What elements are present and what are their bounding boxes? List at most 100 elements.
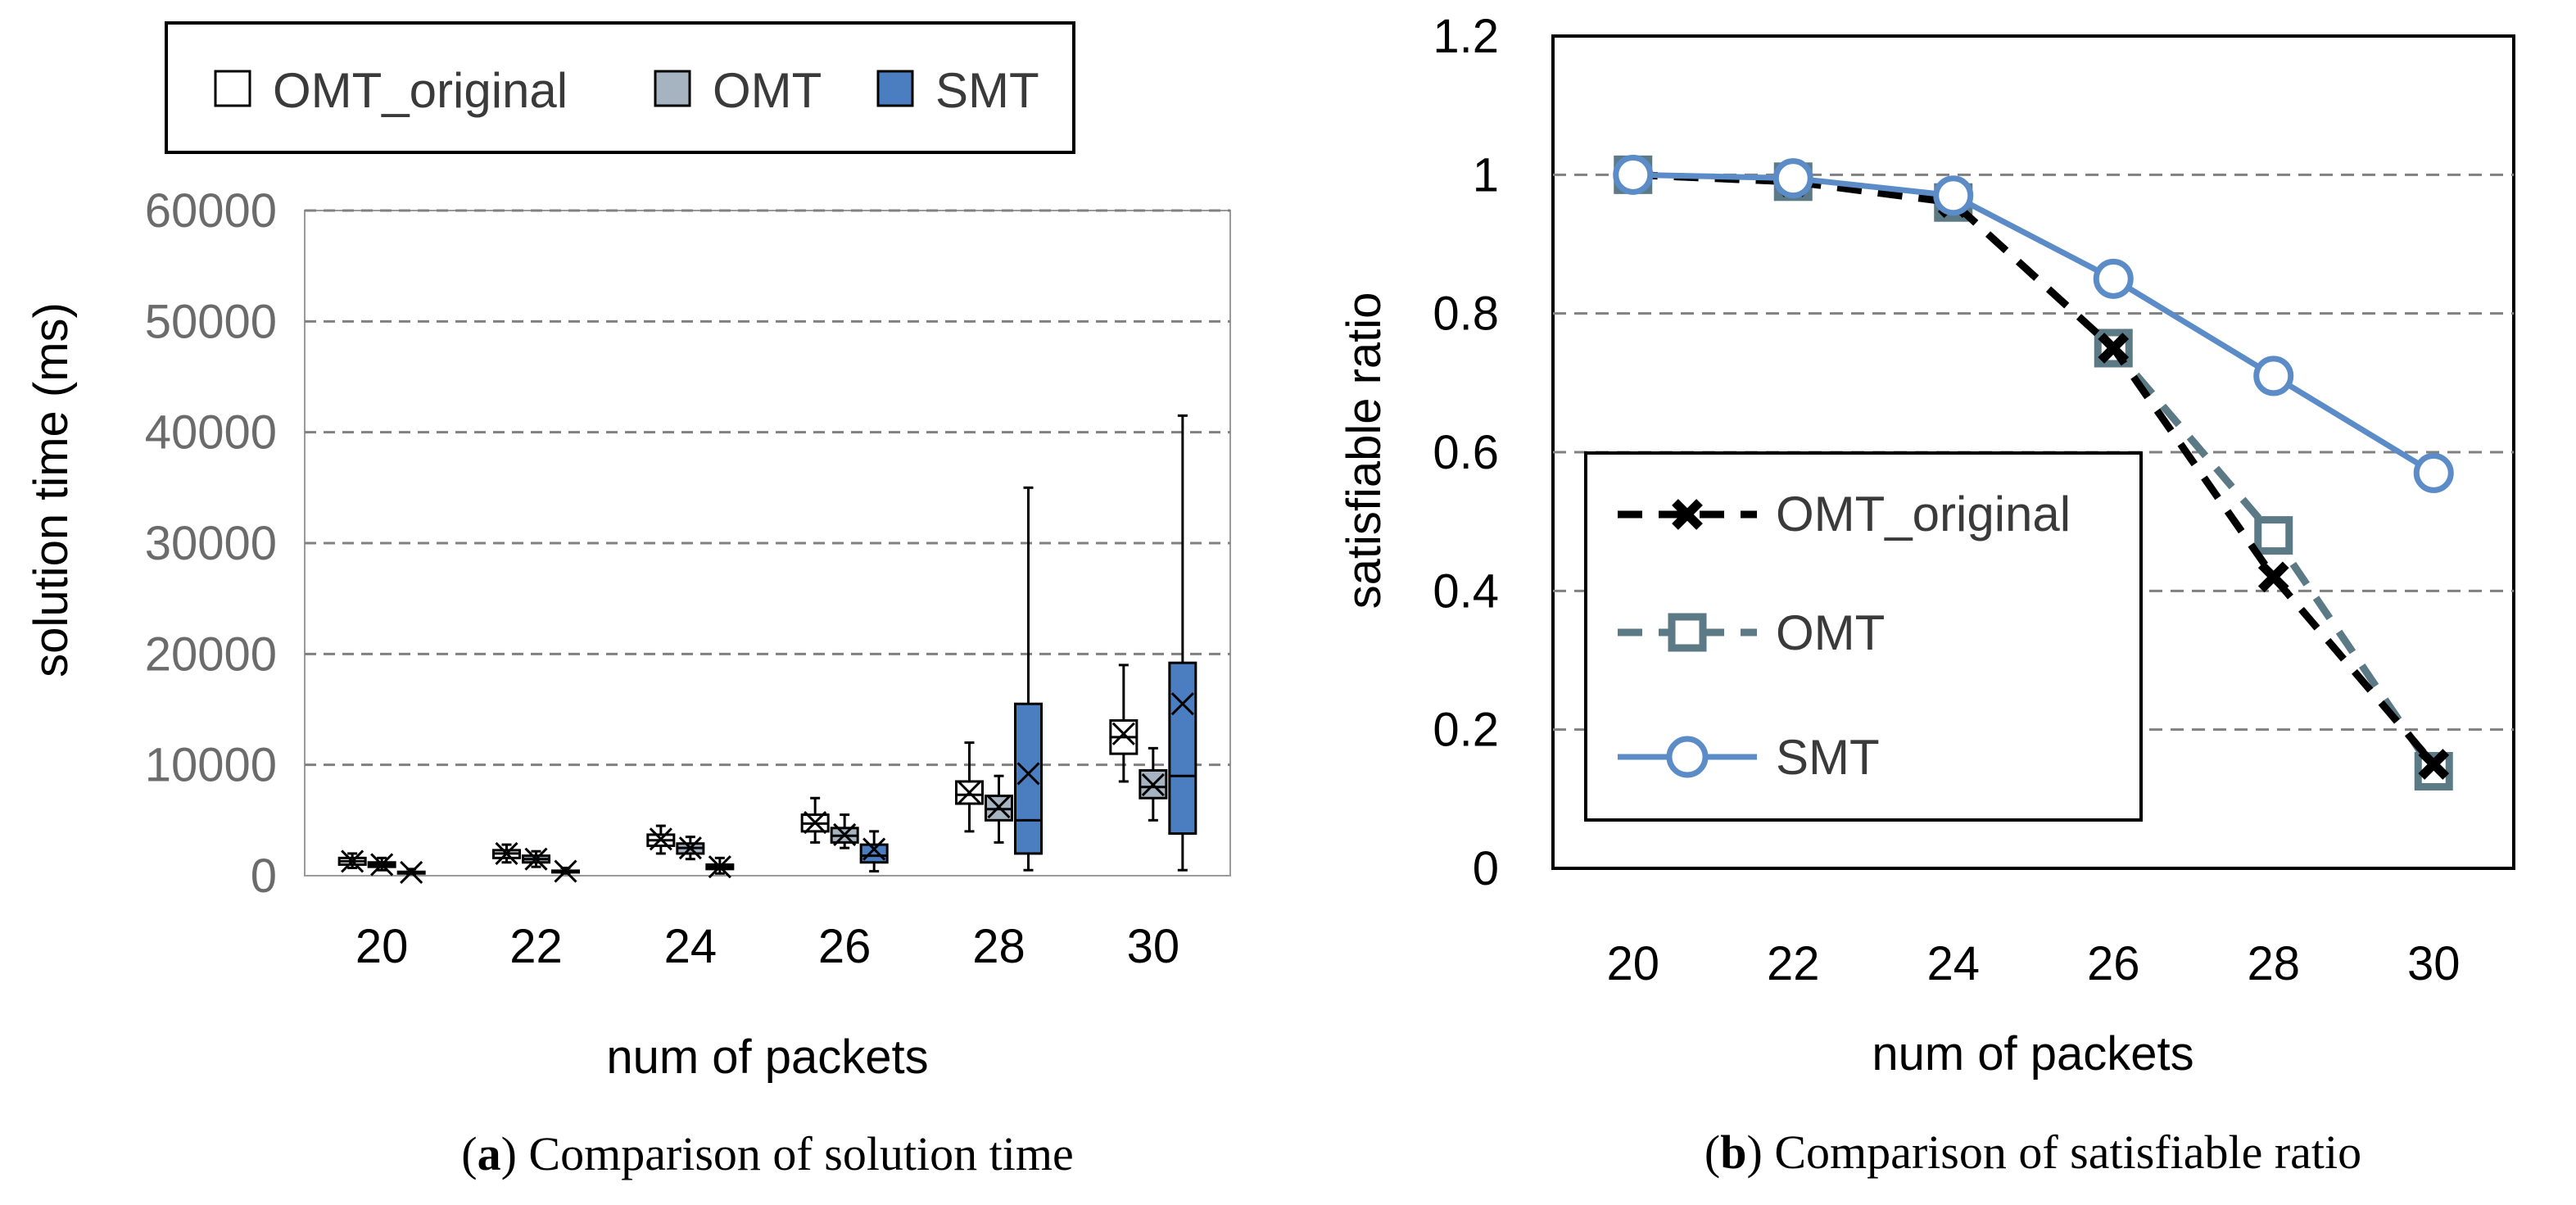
chart-a-y-axis-label: solution time (ms): [25, 302, 78, 677]
chart-b-series-smt: [1613, 154, 2454, 493]
data-point: [2093, 258, 2134, 299]
caption-a-letter: a: [478, 1127, 501, 1180]
box-mean-marker: [862, 837, 886, 861]
box-body: [1168, 661, 1197, 836]
box-mean-marker: [649, 827, 672, 851]
data-point: [2098, 333, 2130, 364]
chart-a-y-tick-label: 20000: [145, 627, 277, 681]
chart-a-box-smt: [1014, 486, 1043, 872]
series-line: [1632, 170, 2437, 767]
legend-label-omt: OMT: [713, 63, 822, 118]
chart-a-x-tick-label: 30: [1127, 920, 1180, 973]
caption-b: (b) Comparison of satisfiable ratio: [1705, 1126, 2361, 1179]
chart-a-box-omt-original: [955, 741, 984, 833]
chart-b-x-tick-label: 28: [2247, 937, 2300, 990]
chart-a-x-tick-label: 22: [509, 920, 563, 973]
series-line: [1632, 171, 2436, 476]
chart-a-legend-frame: [165, 21, 1075, 154]
chart-b-y-tick-label: 1: [1473, 148, 1499, 202]
chart-b-y-tick-label: 1.2: [1433, 10, 1499, 63]
chart-a-box-omt-original: [646, 824, 676, 855]
box-body: [1014, 702, 1043, 855]
data-point: [2257, 561, 2289, 593]
data-point-stroke: [2098, 333, 2130, 364]
caption-b-text: Comparison of satisfiable ratio: [1774, 1126, 2361, 1179]
chart-a-y-ticks: 0 10000 20000 30000 40000 50000 60000: [145, 184, 277, 903]
chart-b-series: [1613, 154, 2454, 790]
data-point: [2418, 749, 2450, 780]
box-mean-marker: [1170, 692, 1194, 716]
legend-marker-x: [1672, 499, 1703, 530]
chart-b-x-tick-label: 26: [2087, 937, 2140, 990]
chart-b-y-tick-label: 0: [1473, 842, 1499, 895]
box-mean-marker: [804, 810, 827, 835]
chart-a: OMT_original OMT SMT 0 10000 20000 30000 400…: [25, 21, 1231, 1180]
chart-a-y-tick-label: 10000: [145, 739, 277, 792]
chart-a-y-tick-label: 60000: [145, 184, 277, 238]
box-mean-marker: [554, 859, 577, 883]
chart-a-x-tick-label: 20: [355, 920, 409, 973]
data-point: [1772, 158, 1813, 199]
chart-a-box-omt: [985, 774, 1013, 844]
chart-a-boxes: [337, 414, 1197, 885]
legend-swatch-omt: [654, 70, 691, 107]
box-body: [859, 843, 889, 864]
chart-a-box-omt: [676, 836, 705, 861]
chart-a-x-axis-label: num of packets: [606, 1031, 928, 1084]
chart-a-box-omt: [367, 853, 396, 877]
box-mean-marker: [400, 860, 423, 885]
chart-a-x-tick-label: 28: [972, 920, 1025, 973]
legend-b-label-smt: SMT: [1776, 730, 1880, 785]
data-point: [2253, 356, 2294, 396]
data-point: [1613, 154, 1654, 195]
chart-b-x-tick-label: 24: [1926, 937, 1980, 990]
caption-a-text: Comparison of solution time: [528, 1127, 1073, 1180]
chart-a-y-tick-label: 40000: [145, 406, 277, 460]
chart-b-y-ticks: 0 0.2 0.4 0.6 0.8 1 1.2: [1433, 10, 1499, 895]
chart-a-box-smt: [551, 859, 580, 883]
chart-a-x-ticks: 20 22 24 26 28 30: [355, 920, 1179, 973]
data-point-stroke: [2418, 749, 2450, 780]
box-mean-marker: [495, 841, 518, 865]
legend-swatch-smt: [876, 70, 914, 107]
chart-a-box-omt-original: [1109, 664, 1139, 783]
caption-b-letter: b: [1720, 1126, 1746, 1179]
chart-a-box-omt: [1139, 746, 1168, 822]
box-mean-marker: [958, 781, 981, 804]
legend-marker-circle: [1666, 736, 1709, 778]
chart-a-box-smt: [1168, 414, 1197, 872]
box-mean-marker: [708, 855, 731, 879]
chart-b-x-tick-label: 30: [2407, 937, 2461, 990]
chart-b-y-tick-label: 0.4: [1433, 564, 1499, 618]
legend-b-label-omt-original: OMT_original: [1776, 487, 2071, 541]
box-mean-marker: [833, 822, 857, 846]
data-point: [2254, 516, 2293, 555]
data-point: [1933, 175, 1974, 216]
data-point: [2413, 452, 2454, 493]
chart-a-legend: OMT_original OMT SMT: [214, 63, 1039, 118]
chart-b-y-tick-label: 0.8: [1433, 288, 1499, 341]
box-mean-marker: [524, 847, 548, 871]
chart-a-box-omt: [830, 813, 859, 849]
chart-a-y-tick-label: 0: [251, 849, 277, 903]
legend-marker-square: [1668, 613, 1707, 652]
chart-a-x-tick-label: 26: [818, 920, 871, 973]
chart-a-box-smt: [705, 855, 735, 879]
chart-a-y-tick-label: 50000: [145, 295, 277, 348]
chart-b-y-axis-label: satisfiable ratio: [1338, 292, 1391, 609]
chart-a-box-smt: [396, 860, 426, 885]
chart-a-box-omt-original: [492, 841, 521, 865]
chart-b-x-axis-label: num of packets: [1872, 1027, 2193, 1080]
box-mean-marker: [1141, 772, 1165, 797]
box-mean-marker: [341, 849, 364, 873]
chart-b: 0 0.2 0.4 0.6 0.8 1 1.2 20 22 24 26 28 30 OMT_origi…: [1338, 10, 2515, 1179]
box-mean-marker: [987, 795, 1011, 819]
chart-a-y-tick-label: 30000: [145, 517, 277, 570]
legend-label-smt: SMT: [935, 63, 1039, 118]
chart-b-x-ticks: 20 22 24 26 28 30: [1606, 937, 2460, 990]
chart-a-box-omt: [522, 847, 550, 871]
box-mean-marker: [1016, 762, 1040, 786]
box-mean-marker: [678, 836, 702, 860]
chart-a-box-smt: [859, 830, 889, 873]
legend-label-omt-original: OMT_original: [273, 63, 568, 118]
